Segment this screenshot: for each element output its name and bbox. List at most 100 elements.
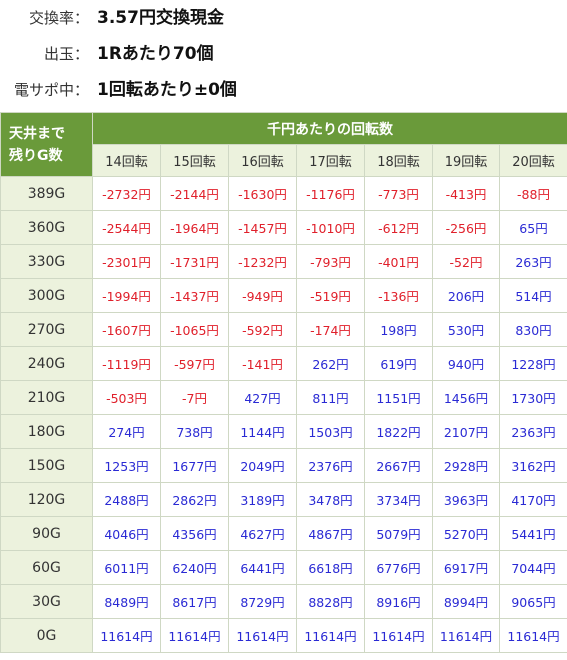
value-cell: 1677円	[160, 448, 229, 483]
value-cell: 6618円	[296, 550, 365, 585]
value-cell: 6011円	[92, 550, 161, 585]
column-header: 20回転	[498, 144, 567, 177]
table-row: 0G 11614円 11614円 11614円 11614円 11614円 11614円 11…	[0, 618, 567, 653]
value-cell: 4356円	[160, 516, 229, 551]
table-row: 150G 1253円 1677円 2049円 2376円 2667円 2928円 3162円	[0, 448, 567, 483]
value-cell: 3162円	[498, 448, 567, 483]
value-cell: 2107円	[432, 414, 500, 449]
value-cell: -2301円	[92, 244, 161, 279]
value-cell: 2862円	[160, 482, 229, 517]
column-header: 15回転	[160, 144, 229, 177]
corner-header: 天井まで 残りG数	[0, 112, 93, 177]
row-label: 60G	[0, 550, 93, 585]
column-header-row: 14回転 15回転 16回転 17回転 18回転 19回転 20回転	[1, 144, 567, 177]
value-cell: -503円	[92, 380, 161, 415]
row-label: 210G	[0, 380, 93, 415]
row-label: 389G	[0, 176, 93, 211]
value-cell: 1730円	[498, 380, 567, 415]
corner-line-2: 残りG数	[9, 147, 63, 164]
value-cell: 263円	[498, 244, 567, 279]
value-cell: 11614円	[228, 618, 297, 653]
table-row: 210G -503円 -7円 427円 811円 1151円 1456円 1730円	[0, 380, 567, 415]
value-cell: 3189円	[228, 482, 297, 517]
value-cell: -519円	[296, 278, 365, 313]
row-label: 0G	[0, 618, 93, 653]
column-header: 17回転	[296, 144, 365, 177]
value-cell: 262円	[296, 346, 365, 381]
value-cell: -1457円	[228, 210, 297, 245]
value-cell: 3478円	[296, 482, 365, 517]
value-cell: 5441円	[498, 516, 567, 551]
value-cell: -2544円	[92, 210, 161, 245]
value-cell: 1253円	[92, 448, 161, 483]
value-cell: 2928円	[432, 448, 500, 483]
group-header: 千円あたりの回転数	[91, 112, 567, 145]
support-row: 電サポ中： 1回転あたり±0個	[0, 72, 567, 108]
value-cell: -1232円	[228, 244, 297, 279]
row-label: 300G	[0, 278, 93, 313]
value-cell: -1994円	[92, 278, 161, 313]
value-cell: -52円	[432, 244, 500, 279]
table-row: 330G -2301円 -1731円 -1232円 -793円 -401円 -52円 263円	[0, 244, 567, 279]
row-label: 360G	[0, 210, 93, 245]
value-cell: -949円	[228, 278, 297, 313]
value-cell: -592円	[228, 312, 297, 347]
value-cell: -256円	[432, 210, 500, 245]
value-cell: 11614円	[364, 618, 433, 653]
exchange-rate-label: 交換率：	[28, 9, 89, 27]
exchange-rate-row: 交換率： 3.57円交換現金	[0, 0, 567, 36]
value-cell: -1630円	[228, 176, 297, 211]
support-value: 1回転あたり±0個	[97, 80, 237, 100]
value-cell: 65円	[498, 210, 567, 245]
value-cell: -7円	[160, 380, 229, 415]
table-row: 240G -1119円 -597円 -141円 262円 619円 940円 1228円	[0, 346, 567, 381]
value-cell: -1964円	[160, 210, 229, 245]
value-cell: 811円	[296, 380, 365, 415]
row-label: 150G	[0, 448, 93, 483]
value-cell: 2376円	[296, 448, 365, 483]
value-cell: 5270円	[432, 516, 500, 551]
table-row: 389G -2732円 -2144円 -1630円 -1176円 -773円 -413円 -8…	[0, 176, 567, 211]
value-cell: 6240円	[160, 550, 229, 585]
value-cell: -1731円	[160, 244, 229, 279]
value-cell: -597円	[160, 346, 229, 381]
table-row: 90G 4046円 4356円 4627円 4867円 5079円 5270円 5441円	[0, 516, 567, 551]
value-cell: 427円	[228, 380, 297, 415]
value-cell: 11614円	[432, 618, 500, 653]
value-cell: 3734円	[364, 482, 433, 517]
value-cell: 1456円	[432, 380, 500, 415]
value-cell: 6441円	[228, 550, 297, 585]
value-cell: 11614円	[296, 618, 365, 653]
value-cell: 830円	[498, 312, 567, 347]
row-label: 270G	[0, 312, 93, 347]
value-cell: 1822円	[364, 414, 433, 449]
value-cell: 9065円	[498, 584, 567, 619]
value-cell: 2049円	[228, 448, 297, 483]
payout-value: 1Rあたり70個	[97, 44, 214, 64]
value-cell: 11614円	[498, 618, 567, 653]
value-cell: 1503円	[296, 414, 365, 449]
value-cell: -136円	[364, 278, 433, 313]
value-cell: 4170円	[498, 482, 567, 517]
column-header: 14回転	[92, 144, 161, 177]
value-cell: -1119円	[92, 346, 161, 381]
value-cell: -2144円	[160, 176, 229, 211]
value-cell: 11614円	[92, 618, 161, 653]
value-cell: -773円	[364, 176, 433, 211]
value-cell: 514円	[498, 278, 567, 313]
value-cell: 8489円	[92, 584, 161, 619]
table-row: 360G -2544円 -1964円 -1457円 -1010円 -612円 -256円 65…	[0, 210, 567, 245]
value-cell: 6776円	[364, 550, 433, 585]
payout-row: 出玉： 1Rあたり70個	[0, 36, 567, 72]
row-label: 120G	[0, 482, 93, 517]
row-label: 330G	[0, 244, 93, 279]
value-cell: 206円	[432, 278, 500, 313]
value-cell: 619円	[364, 346, 433, 381]
table-row: 180G 274円 738円 1144円 1503円 1822円 2107円 2363円	[0, 414, 567, 449]
value-cell: -174円	[296, 312, 365, 347]
table-row: 30G 8489円 8617円 8729円 8828円 8916円 8994円 9065円	[0, 584, 567, 619]
expectation-table: 天井まで 残りG数 千円あたりの回転数 14回転 15回転 16回転 17回転 18回転…	[0, 112, 567, 653]
value-cell: 8828円	[296, 584, 365, 619]
value-cell: 4867円	[296, 516, 365, 551]
value-cell: -141円	[228, 346, 297, 381]
